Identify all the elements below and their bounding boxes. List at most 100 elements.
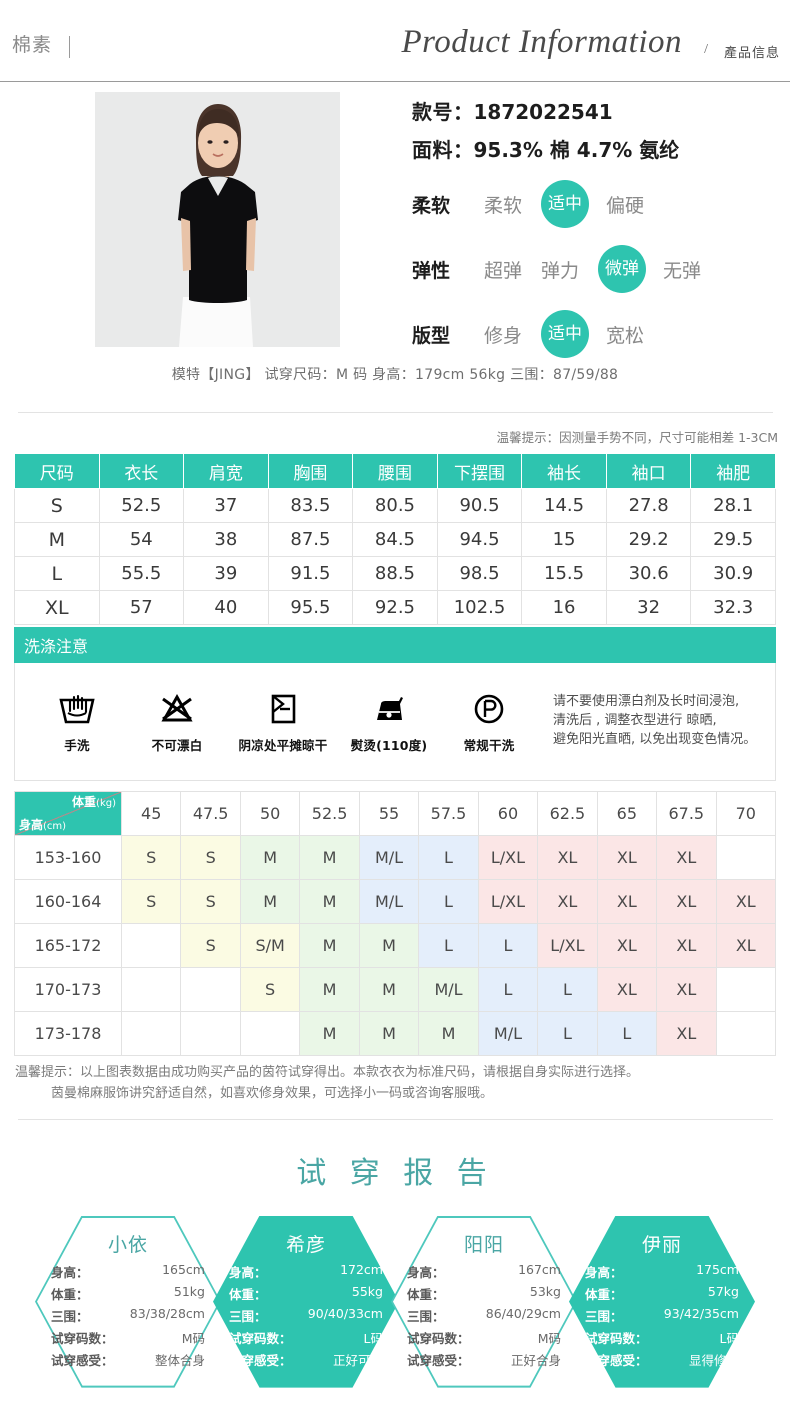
recommend-cell bbox=[120, 923, 182, 968]
weight-header-cell: 45 bbox=[120, 791, 182, 836]
try-on-measure-line: 三围： 86/40/29cm bbox=[391, 1306, 577, 1325]
try-on-weight-value: 51kg bbox=[173, 1283, 205, 1299]
size-cell: 14.5 bbox=[521, 488, 607, 523]
size-cell: 29.2 bbox=[605, 522, 692, 557]
header-slash: / bbox=[704, 42, 708, 57]
size-table-tip: 温馨提示：因测量手势不同，尺寸可能相差 1-3CM bbox=[496, 430, 778, 445]
size-cell: 87.5 bbox=[267, 522, 354, 557]
hex-content: 伊丽 身高： 175cm 体重： 57kg 三围： 93/42/35cm 试穿码… bbox=[569, 1216, 755, 1388]
size-cell: 39 bbox=[183, 556, 269, 591]
recommend-cell bbox=[715, 1011, 777, 1056]
attribute-option-fit-0[interactable]: 修身 bbox=[484, 324, 523, 347]
table-row: 173-178 M M M M/L L L XL bbox=[14, 1011, 777, 1056]
attribute-option-softness-0[interactable]: 柔软 bbox=[484, 194, 523, 217]
recommend-cell: L bbox=[477, 967, 539, 1012]
try-on-size-value: M码 bbox=[181, 1330, 205, 1346]
size-cell: 98.5 bbox=[436, 556, 523, 591]
recommend-cell: M/L bbox=[418, 967, 479, 1012]
size-cell: 32 bbox=[605, 590, 692, 625]
model-photo-illustration bbox=[95, 92, 340, 347]
brand-divider bbox=[69, 36, 70, 58]
recommend-cell: S bbox=[180, 879, 241, 924]
attribute-option-elasticity-0[interactable]: 超弹 bbox=[484, 259, 523, 282]
try-on-measure-label: 三围： bbox=[585, 1308, 623, 1324]
size-cell: 55.5 bbox=[98, 556, 185, 591]
size-cell: 94.5 bbox=[436, 522, 523, 557]
size-cell: 57 bbox=[98, 590, 185, 625]
recommend-cell: XL bbox=[656, 967, 717, 1012]
recommend-cell: XL bbox=[537, 835, 598, 880]
wash-item-flat-dry-shade: 阴凉处平摊晾干 bbox=[227, 689, 339, 754]
hand-wash-icon bbox=[27, 689, 127, 729]
try-on-size-value: M码 bbox=[537, 1330, 561, 1346]
size-cell: 30.6 bbox=[605, 556, 692, 591]
attribute-option-fit-1-selected[interactable]: 适中 bbox=[541, 310, 590, 358]
attribute-option-elasticity-2-selected[interactable]: 微弹 bbox=[598, 245, 647, 293]
size-cell: 91.5 bbox=[267, 556, 354, 591]
attribute-option-fit-2[interactable]: 宽松 bbox=[606, 324, 645, 347]
attribute-name-elasticity: 弹性 bbox=[412, 259, 451, 282]
recommend-cell: XL bbox=[596, 967, 658, 1012]
try-on-feel-value: 整体合身 bbox=[154, 1352, 205, 1368]
recommend-cell: M bbox=[358, 967, 420, 1012]
page-header: 棉素 Product Information / 產品信息 bbox=[0, 0, 790, 82]
table-row: L 55.5 39 91.5 88.5 98.5 15.5 30.6 30.9 bbox=[14, 556, 776, 591]
size-cell: 95.5 bbox=[267, 590, 354, 625]
recommend-corner-cell: 体重(kg) 身高(cm) bbox=[14, 791, 122, 836]
weight-header-cell: 67.5 bbox=[656, 791, 717, 836]
size-table-header-cell: 袖口 bbox=[605, 453, 692, 489]
size-cell: 15 bbox=[521, 522, 607, 557]
try-on-measure-value: 86/40/29cm bbox=[485, 1305, 561, 1321]
try-on-height-label: 身高： bbox=[585, 1264, 623, 1280]
attribute-option-elasticity-3[interactable]: 无弹 bbox=[663, 259, 702, 282]
wash-note-line: 请不要使用漂白剂及长时间浸泡, bbox=[553, 694, 740, 710]
recommend-cell: S/M bbox=[239, 923, 301, 968]
size-cell: 27.8 bbox=[605, 488, 692, 523]
attribute-option-softness-2[interactable]: 偏硬 bbox=[606, 194, 645, 217]
attribute-option-elasticity-1[interactable]: 弹力 bbox=[541, 259, 580, 282]
attribute-name-fit: 版型 bbox=[412, 324, 451, 347]
wash-item-no-bleach: 不可漂白 bbox=[127, 689, 227, 754]
style-number-line: 款号：1872022541 bbox=[412, 96, 782, 125]
recommend-cell: XL bbox=[596, 835, 658, 880]
weight-header-cell: 57.5 bbox=[418, 791, 479, 836]
wash-item-dry-clean: 常规干洗 bbox=[439, 689, 539, 754]
try-on-size-value: L码 bbox=[363, 1330, 383, 1346]
try-on-feel-label: 试穿感受： bbox=[229, 1352, 292, 1368]
table-row: 160-164 S S M M M/L L L/XL XL XL XL XL bbox=[14, 879, 777, 924]
try-on-size-label: 试穿码数： bbox=[585, 1330, 648, 1346]
try-on-weight-label: 体重： bbox=[585, 1286, 623, 1302]
try-on-weight-label: 体重： bbox=[51, 1286, 89, 1302]
recommend-cell: L/XL bbox=[537, 923, 598, 968]
size-cell: 30.9 bbox=[690, 556, 776, 591]
attribute-option-softness-1-selected[interactable]: 适中 bbox=[541, 180, 590, 228]
try-on-height-value: 167cm bbox=[518, 1261, 561, 1277]
height-row-label: 165-172 bbox=[14, 923, 122, 968]
try-on-card-xiaoyi: 小依 身高： 165cm 体重： 51kg 三围： 83/38/28cm 试穿码… bbox=[35, 1215, 221, 1388]
size-table-header-cell: 袖长 bbox=[521, 453, 607, 489]
try-on-size-line: 试穿码数： L码 bbox=[213, 1328, 399, 1347]
try-on-size-label: 试穿码数： bbox=[51, 1330, 114, 1346]
size-cell: 84.5 bbox=[352, 522, 438, 557]
recommend-cell: M bbox=[299, 835, 360, 880]
size-cell: 37 bbox=[183, 488, 269, 523]
fabric-value: 95.3% 棉 4.7% 氨纶 bbox=[473, 138, 680, 162]
try-on-measure-value: 90/40/33cm bbox=[307, 1305, 383, 1321]
try-on-card-yangyang: 阳阳 身高： 167cm 体重： 53kg 三围： 86/40/29cm 试穿码… bbox=[391, 1215, 577, 1388]
no-bleach-icon bbox=[127, 689, 227, 729]
weight-header-cell: 55 bbox=[358, 791, 420, 836]
recommend-cell: S bbox=[120, 879, 182, 924]
try-on-size-label: 试穿码数： bbox=[407, 1330, 470, 1346]
size-cell: 16 bbox=[521, 590, 607, 625]
size-table-header-cell: 腰围 bbox=[352, 453, 438, 489]
size-cell: 32.3 bbox=[690, 590, 776, 625]
recommend-cell bbox=[715, 835, 777, 880]
try-on-height-label: 身高： bbox=[407, 1264, 445, 1280]
iron-110-icon bbox=[339, 689, 439, 729]
recommend-cell: L bbox=[418, 879, 479, 924]
fabric-label: 面料： bbox=[412, 138, 474, 162]
recommend-cell: S bbox=[180, 923, 241, 968]
try-on-height-line: 身高： 175cm bbox=[569, 1262, 755, 1281]
size-cell: 52.5 bbox=[98, 488, 185, 523]
try-on-height-line: 身高： 167cm bbox=[391, 1262, 577, 1281]
